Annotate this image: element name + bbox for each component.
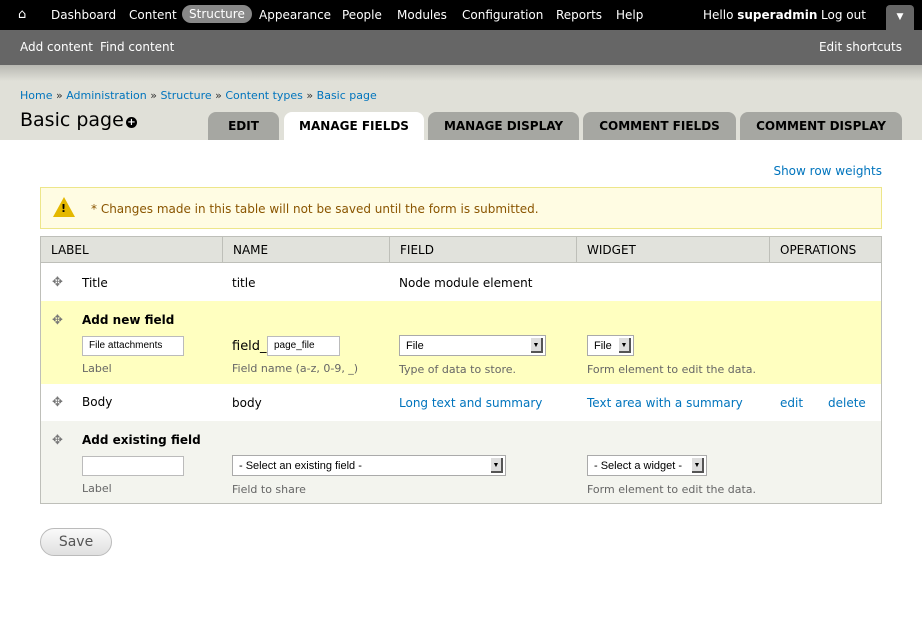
toolbar-appearance[interactable]: Appearance	[259, 8, 332, 22]
type-description: Type of data to store.	[399, 363, 516, 376]
new-field-label-input[interactable]: File attachments	[82, 336, 184, 356]
table-row: ✥ Title title Node module element	[41, 263, 881, 301]
table-row: ✥ Body body Long text and summary Text a…	[41, 384, 881, 421]
select-value: - Select an existing field -	[239, 460, 362, 472]
hello-text: Hello	[703, 8, 738, 22]
existing-field-label-input[interactable]	[82, 456, 184, 476]
user-greeting: Hello superadmin	[703, 8, 817, 22]
add-new-field-row: ✥ Add new field File attachments Label f…	[41, 301, 881, 384]
breadcrumb-basic-page[interactable]: Basic page	[316, 89, 377, 102]
select-value: File	[594, 340, 612, 352]
existing-widget-select[interactable]: - Select a widget - ▼	[587, 455, 707, 476]
edit-link[interactable]: edit	[780, 396, 804, 410]
select-value: - Select a widget -	[594, 460, 683, 472]
field-type-link[interactable]: Long text and summary	[399, 396, 543, 410]
toolbar-modules[interactable]: Modules	[397, 8, 447, 22]
separator: »	[146, 89, 161, 102]
show-row-weights-link[interactable]: Show row weights	[773, 164, 882, 178]
field-label: Body	[82, 395, 113, 409]
tab-comment-fields[interactable]: COMMENT FIELDS	[583, 112, 736, 140]
warning-icon	[53, 197, 75, 217]
logout-link[interactable]: Log out	[821, 8, 866, 22]
breadcrumb-administration[interactable]: Administration	[66, 89, 147, 102]
new-field-name-input[interactable]: page_file	[267, 336, 340, 356]
field-machine-name: title	[232, 276, 256, 290]
toolbar-drawer-toggle[interactable]: ▼	[886, 5, 914, 30]
breadcrumb: Home » Administration » Structure » Cont…	[20, 89, 377, 102]
shortcut-add-content[interactable]: Add content	[20, 40, 93, 54]
chevron-down-icon: ▼	[692, 458, 704, 473]
fields-table: LABEL NAME FIELD WIDGET OPERATIONS ✥ Tit…	[40, 236, 882, 504]
toolbar-configuration[interactable]: Configuration	[462, 8, 544, 22]
username[interactable]: superadmin	[737, 8, 818, 22]
toolbar-content[interactable]: Content	[129, 8, 177, 22]
drag-handle-icon[interactable]: ✥	[52, 395, 63, 410]
toolbar-reports[interactable]: Reports	[556, 8, 603, 22]
separator: »	[52, 89, 67, 102]
save-button[interactable]: Save	[40, 528, 112, 556]
drag-handle-icon[interactable]: ✥	[52, 313, 63, 328]
breadcrumb-home[interactable]: Home	[20, 89, 53, 102]
warning-text: * Changes made in this table will not be…	[91, 202, 539, 216]
chevron-down-icon: ▼	[619, 338, 631, 353]
separator: »	[302, 89, 317, 102]
warning-message: ! * Changes made in this table will not …	[40, 187, 882, 229]
widget-select[interactable]: File ▼	[587, 335, 634, 356]
tab-edit[interactable]: EDIT	[208, 112, 279, 140]
widget-link[interactable]: Text area with a summary	[587, 396, 743, 410]
add-existing-field-row: ✥ Add existing field Label - Select an e…	[41, 421, 881, 503]
breadcrumb-content-types[interactable]: Content types	[225, 89, 303, 102]
col-field: FIELD	[389, 237, 576, 262]
name-description: Field name (a-z, 0-9, _)	[232, 362, 359, 375]
col-widget: WIDGET	[576, 237, 769, 262]
add-shortcut-icon[interactable]: +	[126, 117, 137, 128]
chevron-down-icon: ▼	[531, 338, 543, 353]
toolbar-help[interactable]: Help	[616, 8, 644, 22]
col-operations: OPERATIONS	[769, 237, 881, 262]
col-name: NAME	[222, 237, 389, 262]
tab-comment-display[interactable]: COMMENT DISPLAY	[740, 112, 902, 140]
table-header: LABEL NAME FIELD WIDGET OPERATIONS	[41, 237, 881, 263]
breadcrumb-structure[interactable]: Structure	[160, 89, 212, 102]
col-label: LABEL	[51, 243, 89, 257]
shortcuts-bar: Add content Find content Edit shortcuts	[0, 30, 922, 65]
edit-shortcuts-link[interactable]: Edit shortcuts	[818, 40, 902, 54]
shortcut-find-content[interactable]: Find content	[100, 40, 175, 54]
delete-link[interactable]: delete	[828, 396, 866, 410]
select-value: File	[406, 340, 424, 352]
page-title: Basic page	[20, 109, 124, 131]
chevron-down-icon: ▼	[491, 458, 503, 473]
field-label: Title	[82, 276, 108, 290]
widget-description: Form element to edit the data.	[587, 483, 757, 496]
admin-toolbar: ⌂ Dashboard Content Structure Appearance…	[0, 0, 922, 30]
toolbar-people[interactable]: People	[342, 8, 382, 22]
field-prefix: field_	[232, 339, 267, 354]
label-description: Label	[82, 482, 112, 495]
home-icon[interactable]: ⌂	[18, 7, 27, 22]
add-new-field-heading: Add new field	[82, 313, 175, 327]
field-type-select[interactable]: File ▼	[399, 335, 546, 356]
field-machine-name: body	[232, 396, 262, 410]
existing-field-select[interactable]: - Select an existing field - ▼	[232, 455, 506, 476]
field-description: Field to share	[232, 483, 306, 496]
label-description: Label	[82, 362, 112, 375]
warning-icon-mark: !	[61, 202, 67, 215]
toolbar-structure[interactable]: Structure	[182, 5, 252, 23]
tab-manage-display[interactable]: MANAGE DISPLAY	[428, 112, 579, 140]
tab-manage-fields[interactable]: MANAGE FIELDS	[284, 112, 424, 140]
separator: »	[211, 89, 226, 102]
field-type: Node module element	[399, 276, 533, 290]
toolbar-dashboard[interactable]: Dashboard	[51, 8, 117, 22]
add-existing-field-heading: Add existing field	[82, 433, 201, 447]
page-header: Home » Administration » Structure » Cont…	[0, 65, 922, 140]
widget-description: Form element to edit the data.	[587, 363, 757, 376]
drag-handle-icon[interactable]: ✥	[52, 275, 63, 290]
drag-handle-icon[interactable]: ✥	[52, 433, 63, 448]
